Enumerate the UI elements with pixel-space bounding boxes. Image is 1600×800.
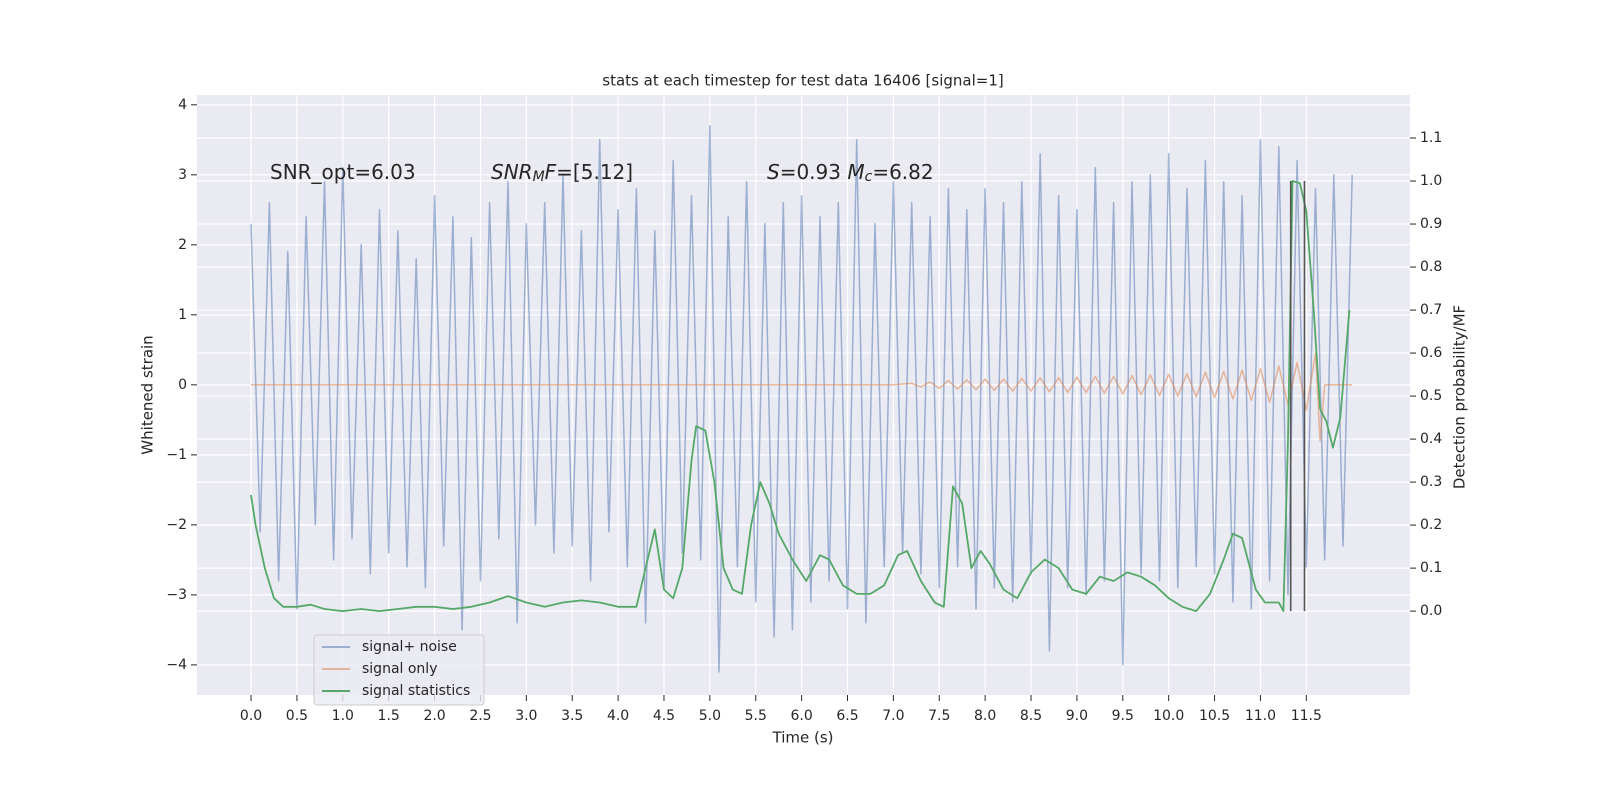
annotation-part: M <box>847 160 864 184</box>
y-tick-label: 0 <box>178 377 187 393</box>
x-tick-label: 1.0 <box>332 708 354 724</box>
y-tick-label: 1 <box>178 307 187 323</box>
x-tick-label: 2.0 <box>423 708 445 724</box>
x-tick-label: 6.0 <box>790 708 812 724</box>
y2-tick-label: 0.7 <box>1420 302 1442 318</box>
x-axis-label: Time (s) <box>772 729 834 747</box>
annotation-part: c <box>865 169 873 185</box>
y-tick-label: 3 <box>178 167 187 183</box>
x-tick-label: 6.5 <box>836 708 858 724</box>
marks <box>250 125 1353 673</box>
annotation-part: =[5.12] <box>556 160 633 184</box>
x-tick-label: 1.5 <box>378 708 400 724</box>
annotation: SNR_opt=6.03 <box>270 160 416 184</box>
x-tick-label: 8.0 <box>974 708 996 724</box>
legend-label: signal+ noise <box>362 639 457 655</box>
y-tick-label: −2 <box>166 517 187 533</box>
x-tick-label: 0.5 <box>286 708 308 724</box>
x-tick-label: 5.0 <box>699 708 721 724</box>
y2-axis-label: Detection probability/MF <box>1451 305 1469 489</box>
legend: signal+ noise signal only signal statistic… <box>313 634 485 706</box>
y-tick-label: 4 <box>178 97 187 113</box>
x-tick-label: 8.5 <box>1020 708 1042 724</box>
y2-tick-label: 0.3 <box>1420 474 1442 490</box>
y2-tick-label: 0.1 <box>1420 560 1442 576</box>
annotation-part: SNR <box>491 160 533 184</box>
x-tick-label: 3.0 <box>515 708 537 724</box>
y2-tick-label: 0.9 <box>1420 216 1442 232</box>
x-tick-label: 10.0 <box>1153 708 1184 724</box>
y2-tick-label: 0.0 <box>1420 603 1442 619</box>
series-line <box>250 180 1351 612</box>
x-tick-label: 7.0 <box>882 708 904 724</box>
annotation-part: =0.93 <box>780 160 848 184</box>
y-axis-label: Whitened strain <box>139 335 157 454</box>
y-tick-label: 2 <box>178 237 187 253</box>
annotation-part: M <box>533 169 545 185</box>
x-tick-label: 10.5 <box>1199 708 1230 724</box>
x-tick-label: 11.0 <box>1245 708 1276 724</box>
annotation: S=0.93 Mc=6.82 <box>767 160 934 185</box>
legend-label: signal only <box>362 661 437 677</box>
axes: 0.0 0.5 1.0 1.5 2.0 2.5 3.0 3.5 4.0 4.5 5.0 5.5 6.0 6… <box>166 97 1442 724</box>
y-tick-label: −3 <box>166 587 187 603</box>
y2-tick-label: 0.2 <box>1420 517 1442 533</box>
annotation-part: SNR_opt=6.03 <box>270 160 416 184</box>
x-tick-label: 9.0 <box>1066 708 1088 724</box>
x-tick-label: 9.5 <box>1112 708 1134 724</box>
series-line <box>250 125 1353 673</box>
annotation-part: F <box>545 160 557 184</box>
y2-tick-label: 0.4 <box>1420 431 1442 447</box>
x-tick-label: 7.5 <box>928 708 950 724</box>
y-tick-label: −1 <box>166 447 187 463</box>
annotation: SNRMF=[5.12] <box>491 160 633 185</box>
y2-tick-label: 0.8 <box>1420 259 1442 275</box>
legend-box <box>313 634 485 706</box>
legend-label: signal statistics <box>362 683 470 699</box>
x-tick-label: 11.5 <box>1291 708 1322 724</box>
chart-title: stats at each timestep for test data 164… <box>602 72 1003 90</box>
x-tick-label: 3.5 <box>561 708 583 724</box>
annotation-part: =6.82 <box>872 160 933 184</box>
series-line <box>251 352 1353 442</box>
y2-tick-label: 1.0 <box>1420 173 1442 189</box>
x-tick-label: 5.5 <box>745 708 767 724</box>
y2-tick-label: 1.1 <box>1420 130 1442 146</box>
x-tick-label: 2.5 <box>469 708 491 724</box>
x-tick-label: 4.0 <box>607 708 629 724</box>
y-tick-label: −4 <box>166 657 187 673</box>
x-tick-label: 4.5 <box>653 708 675 724</box>
x-tick-label: 0.0 <box>240 708 262 724</box>
y2-tick-label: 0.5 <box>1420 388 1442 404</box>
y2-tick-label: 0.6 <box>1420 345 1442 361</box>
annotation-part: S <box>767 160 780 184</box>
